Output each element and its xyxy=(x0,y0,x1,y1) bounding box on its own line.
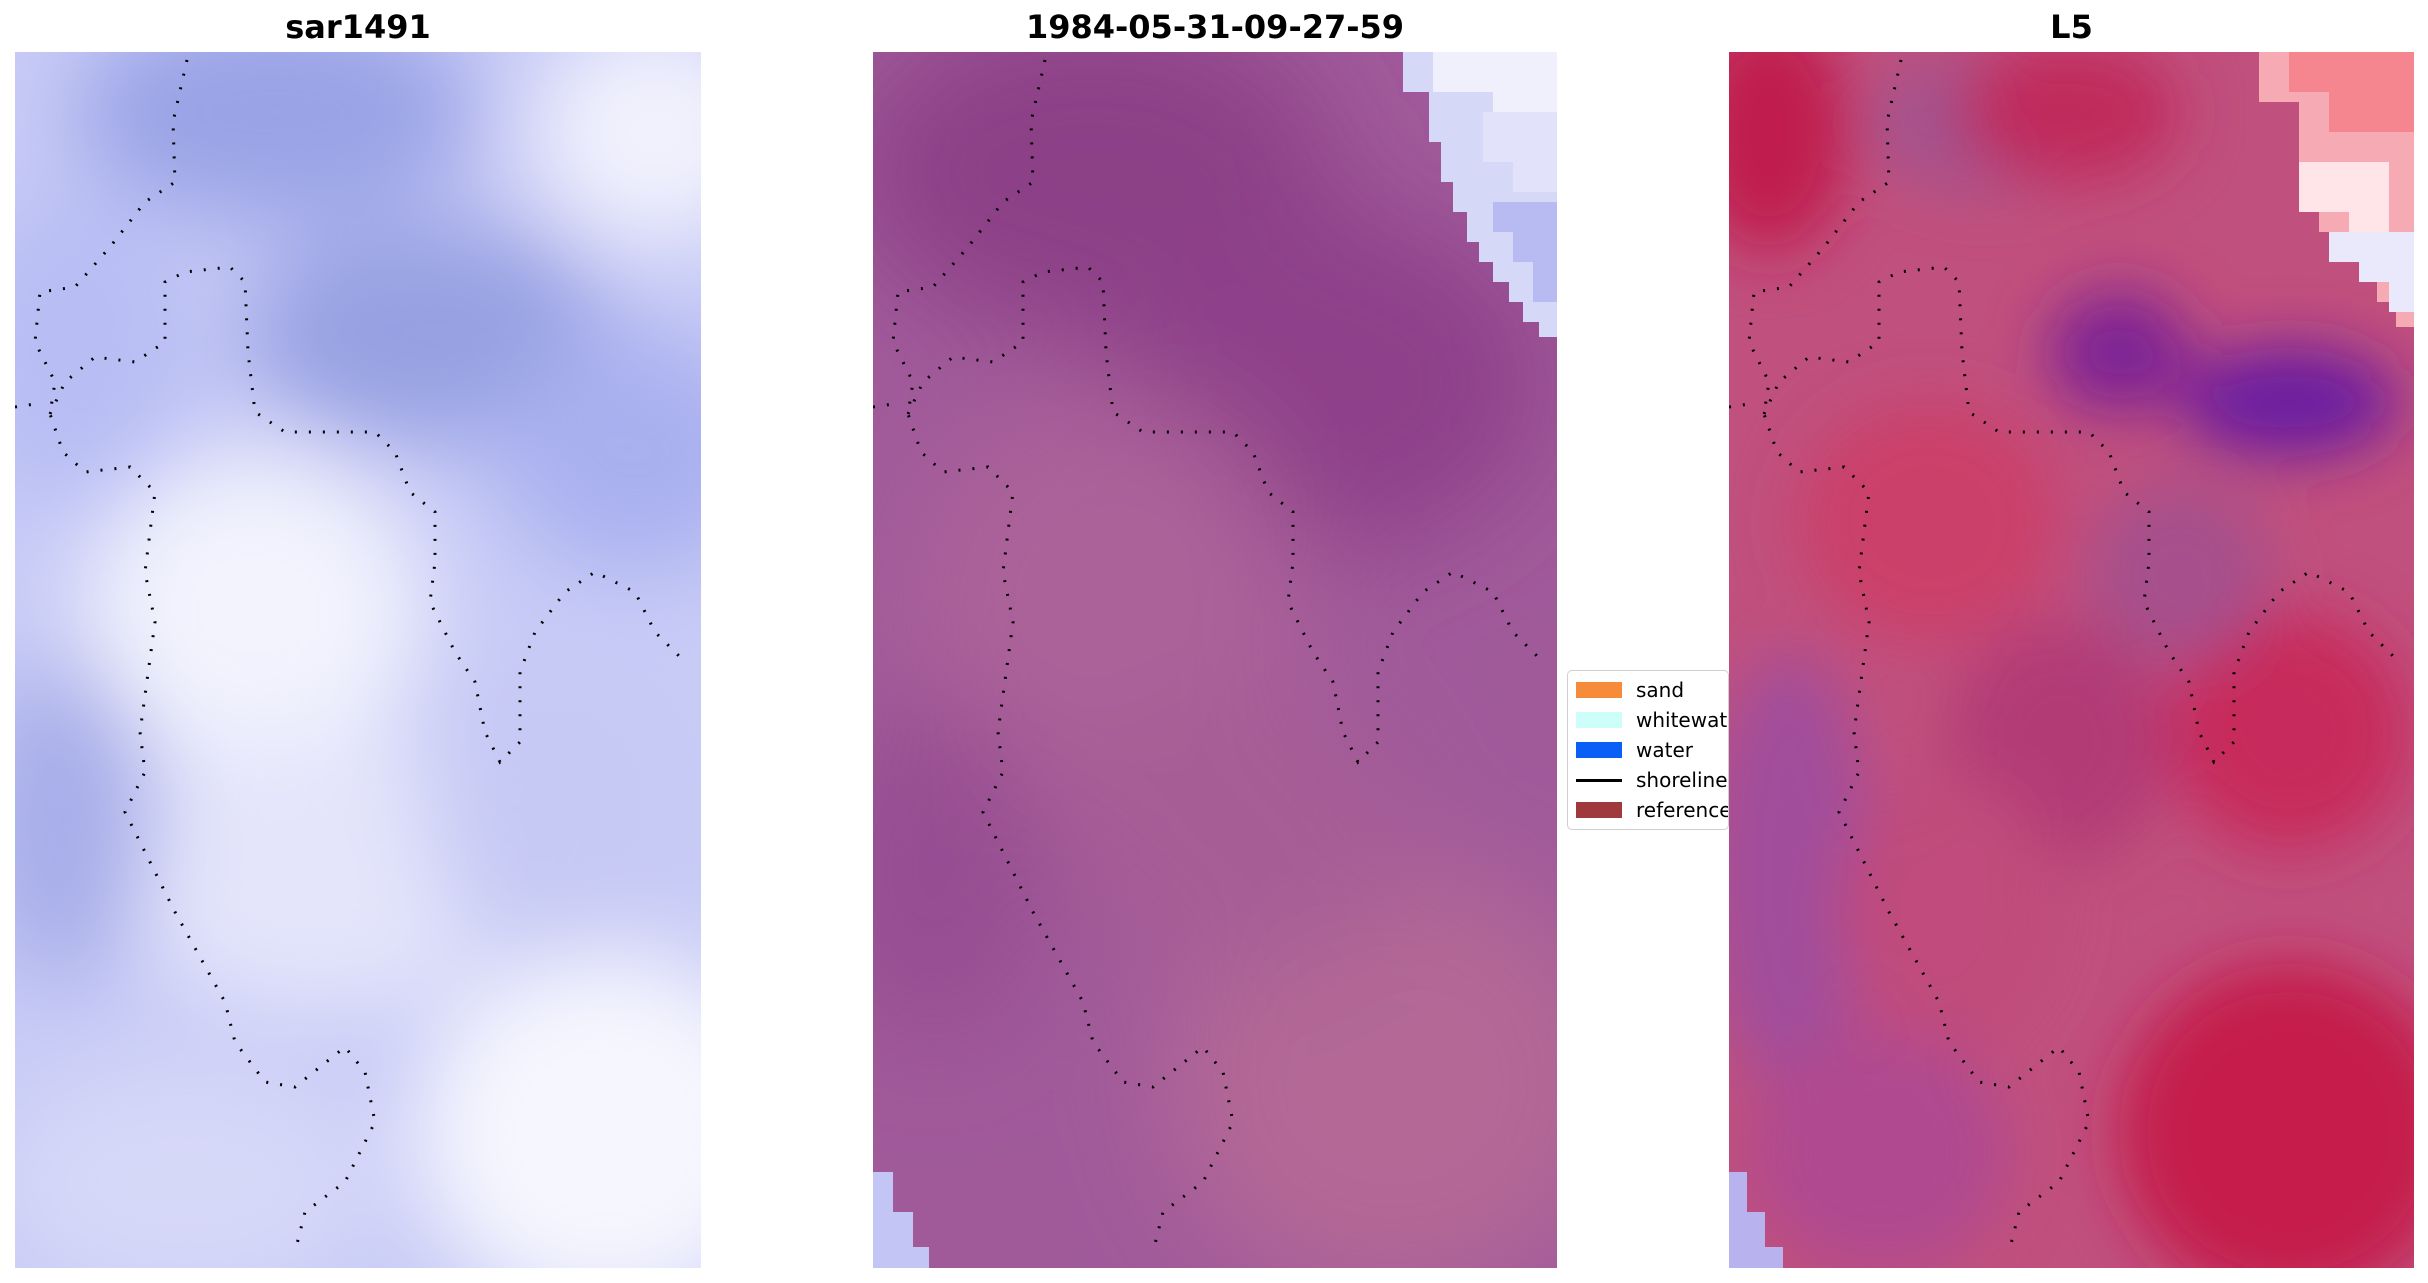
l5-image xyxy=(1729,52,2414,1268)
legend-label: reference xyxy=(1636,798,1729,822)
legend-label: whitewater xyxy=(1636,708,1728,732)
panel-title: L5 xyxy=(2050,8,2093,46)
legend-item-whitewater: whitewater xyxy=(1576,708,1728,732)
legend-label: sand xyxy=(1636,678,1685,702)
legend-item-shoreline: shoreline xyxy=(1576,768,1728,792)
legend-label: shoreline xyxy=(1636,768,1728,792)
legend-label: water xyxy=(1636,738,1693,762)
whitewater-swatch xyxy=(1576,712,1622,728)
reference-swatch xyxy=(1576,802,1622,818)
water-swatch xyxy=(1576,742,1622,758)
shoreline-3 xyxy=(1729,59,2401,1253)
sar-image xyxy=(15,52,701,1268)
legend-item-sand: sand xyxy=(1576,678,1684,702)
panel-title: sar1491 xyxy=(285,8,431,46)
legend-item-water: water xyxy=(1576,738,1693,762)
legend: sand whitewater water shoreline referenc… xyxy=(1567,670,1729,830)
legend-item-reference: reference xyxy=(1576,798,1729,822)
shoreline-1 xyxy=(15,59,687,1253)
panel-title: 1984-05-31-09-27-59 xyxy=(1025,8,1405,46)
shoreline-line-swatch xyxy=(1576,778,1622,782)
rgb-image xyxy=(873,52,1557,1268)
shoreline-2 xyxy=(873,59,1545,1253)
sand-swatch xyxy=(1576,682,1622,698)
